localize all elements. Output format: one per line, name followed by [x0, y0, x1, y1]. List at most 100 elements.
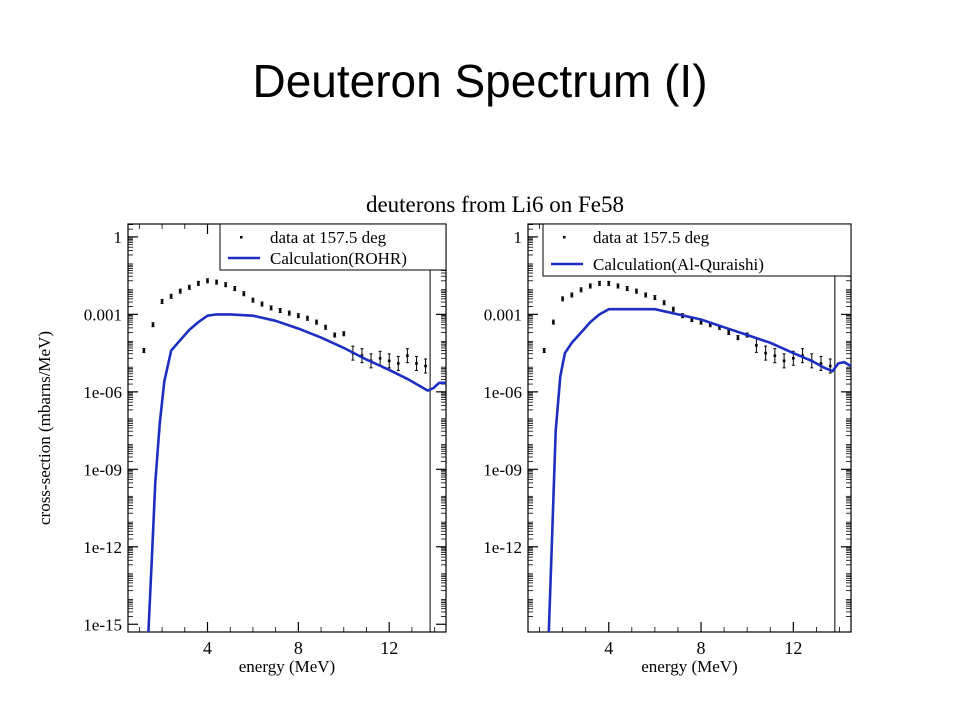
data-marker — [552, 320, 555, 324]
data-marker — [215, 280, 218, 284]
data-marker — [653, 296, 657, 299]
data-point — [754, 337, 758, 353]
x-tick-label: 12 — [380, 638, 398, 658]
y-axis-label: cross-section (mbarns/MeV) — [35, 331, 54, 525]
data-marker — [387, 359, 391, 363]
data-marker — [287, 311, 291, 315]
data-marker — [242, 292, 246, 296]
data-point — [405, 348, 409, 364]
y-tick-label: 0.001 — [84, 305, 122, 324]
data-marker — [819, 362, 823, 365]
data-point — [644, 292, 648, 298]
y-tick-label: 1e-15 — [83, 615, 122, 634]
data-marker — [598, 282, 601, 285]
data-point — [224, 282, 228, 288]
data-marker — [342, 332, 346, 336]
y-tick-label: 1 — [514, 228, 523, 247]
data-point — [260, 301, 264, 307]
data-point — [396, 355, 400, 371]
plot-frame — [527, 223, 852, 633]
data-point — [178, 288, 182, 294]
data-point — [653, 295, 657, 301]
data-point — [278, 308, 282, 314]
data-point — [378, 350, 382, 366]
legend-box — [542, 223, 852, 277]
data-marker — [306, 316, 309, 320]
data-point — [579, 287, 583, 293]
y-tick-label: 1e-12 — [83, 538, 122, 557]
data-marker — [278, 309, 282, 312]
data-marker — [251, 298, 255, 302]
y-tick-label: 1e-06 — [483, 383, 522, 402]
data-marker — [625, 287, 629, 290]
data-marker — [233, 287, 237, 290]
data-marker — [699, 320, 703, 324]
x-tick-label: 12 — [784, 638, 802, 658]
data-marker — [579, 288, 583, 292]
data-point — [414, 355, 418, 371]
data-marker — [197, 282, 200, 285]
data-point — [764, 345, 768, 361]
data-point — [142, 348, 146, 354]
data-point — [736, 335, 740, 341]
data-point — [625, 286, 629, 292]
x-tick-label: 4 — [203, 638, 212, 658]
y-tick-label: 1e-12 — [483, 538, 522, 557]
chart-panel-right: 1e-12 1e-09 1e-06 0.001 1 4 8 12 energy (MeV) dat… — [483, 223, 852, 676]
data-marker — [570, 293, 574, 297]
data-point — [551, 319, 555, 325]
data-marker — [415, 362, 418, 365]
plot-frame — [127, 223, 447, 633]
data-marker — [406, 354, 409, 357]
data-point — [215, 279, 219, 285]
data-marker — [635, 289, 638, 293]
data-marker — [269, 306, 273, 310]
data-marker — [773, 354, 777, 357]
data-marker — [690, 318, 694, 321]
legend-line-label: Calculation(Al-Quraishi) — [593, 255, 764, 274]
data-point — [342, 331, 346, 337]
legend-box — [219, 223, 447, 271]
legend-data-label: data at 157.5 deg — [593, 228, 710, 247]
data-point — [727, 329, 731, 335]
legend: data at 157.5 deg Calculation(ROHR) — [219, 223, 447, 271]
data-marker — [782, 359, 786, 363]
legend-data-marker — [563, 236, 566, 239]
data-point — [296, 313, 300, 319]
y-tick-label: 1e-09 — [83, 460, 122, 479]
data-point — [634, 288, 638, 294]
legend-line-label: Calculation(ROHR) — [270, 249, 407, 268]
data-marker — [169, 295, 173, 298]
data-point — [542, 348, 546, 354]
data-point — [387, 353, 391, 369]
data-marker — [333, 333, 336, 337]
data-point — [169, 293, 173, 299]
data-marker — [224, 283, 227, 286]
data-marker — [397, 362, 400, 365]
data-point — [570, 292, 574, 298]
chart-panel-left: 1e-15 1e-12 1e-09 1e-06 0.001 1 4 8 12 energy (Me… — [35, 223, 447, 676]
data-point — [196, 280, 200, 286]
data-marker — [616, 284, 620, 288]
data-marker — [662, 301, 666, 305]
data-point — [151, 322, 155, 328]
data-marker — [297, 314, 300, 317]
data-marker — [160, 300, 164, 303]
calculation-line — [147, 313, 446, 633]
data-marker — [736, 336, 740, 339]
figure-title: deuterons from Li6 on Fe58 — [366, 192, 624, 217]
slide-title: Deuteron Spectrum (I) — [252, 55, 708, 107]
data-point — [333, 332, 337, 338]
data-point — [315, 319, 319, 325]
data-point — [782, 353, 786, 369]
x-axis-label: energy (MeV) — [641, 657, 737, 676]
data-point — [773, 348, 777, 364]
data-marker — [708, 323, 712, 327]
data-point — [305, 315, 309, 321]
data-marker — [542, 349, 546, 352]
data-point — [324, 324, 328, 330]
data-point — [269, 305, 273, 311]
data-point — [616, 283, 620, 289]
data-marker — [260, 302, 264, 306]
data-point — [588, 283, 592, 289]
